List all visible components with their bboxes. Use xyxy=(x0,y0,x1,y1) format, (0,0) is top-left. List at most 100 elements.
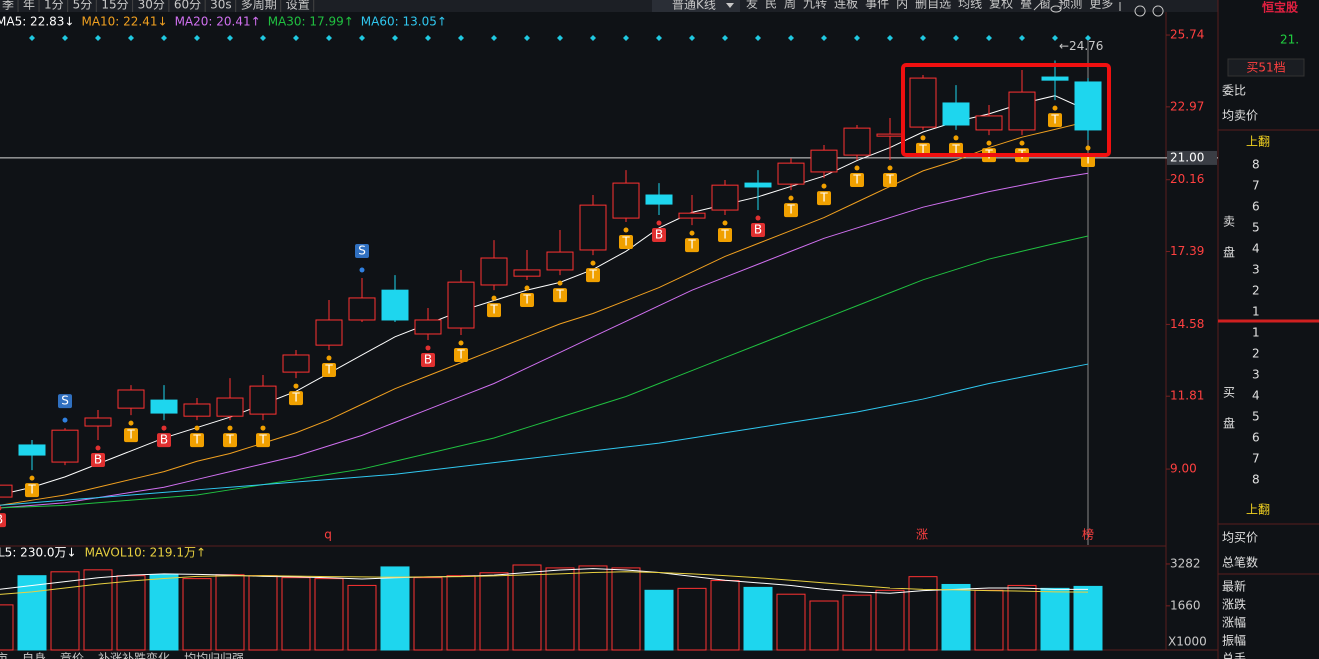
candle-body xyxy=(909,77,937,128)
signal-label: T xyxy=(918,142,927,156)
tool-button[interactable]: 预测 xyxy=(1058,0,1082,11)
period-tab[interactable]: 年 xyxy=(23,0,35,12)
panel-text: 8 xyxy=(1252,473,1260,487)
event-diamond xyxy=(194,35,200,41)
tool-button[interactable]: 更多 xyxy=(1089,0,1113,11)
tool-button[interactable]: 内 xyxy=(896,0,908,11)
signal-badge xyxy=(421,352,435,367)
tool-button[interactable]: 民 xyxy=(765,0,777,11)
tool-button[interactable]: 均线 xyxy=(958,0,982,11)
tool-button[interactable]: 叐 xyxy=(746,0,758,11)
signal-badge xyxy=(289,391,303,406)
event-diamond xyxy=(227,35,233,41)
candle-body xyxy=(183,403,211,417)
bottom-tab[interactable]: 补涨补跌变化 xyxy=(98,651,170,659)
signal-label: T xyxy=(1050,113,1059,127)
signal-dot xyxy=(953,135,959,141)
volume-bar xyxy=(479,572,509,651)
tool-button[interactable]: 窗 xyxy=(1039,0,1051,11)
volume-bar xyxy=(611,567,641,651)
signal-label: T xyxy=(456,348,465,362)
signal-badge xyxy=(652,227,666,242)
tool-icon[interactable] xyxy=(1152,5,1164,17)
tool-button[interactable]: 复权 xyxy=(989,0,1013,11)
tool-button[interactable]: 事件 xyxy=(865,0,889,11)
candle-body xyxy=(711,184,739,211)
period-tab[interactable]: 1分 xyxy=(44,0,64,12)
signal-dot xyxy=(326,355,332,361)
signal-badge xyxy=(0,513,6,528)
period-tab[interactable]: 多周期 xyxy=(241,0,277,12)
signal-badge xyxy=(619,234,633,249)
ma-line xyxy=(0,235,1089,509)
signal-badge xyxy=(553,288,567,303)
signal-label: T xyxy=(1083,153,1092,167)
vol-tick-label: 1660 xyxy=(1170,598,1201,612)
tool-icon[interactable] xyxy=(1033,1,1043,11)
tool-button[interactable]: 周 xyxy=(784,0,796,11)
ma-line xyxy=(0,95,1089,496)
tool-button[interactable]: 删自选 xyxy=(915,0,951,11)
signal-dot xyxy=(722,220,728,226)
panel-text: 均卖价 xyxy=(1222,109,1258,123)
tool-button[interactable]: 连板 xyxy=(834,0,858,11)
candle-body xyxy=(1074,81,1102,131)
vol-ma-line xyxy=(0,571,1089,595)
y-tick-label: 14.58 xyxy=(1170,317,1204,331)
period-tab[interactable]: 季 xyxy=(2,0,14,12)
panel-text: 3 xyxy=(1252,368,1260,382)
period-tab[interactable]: 设置 xyxy=(286,0,310,12)
tool-button[interactable]: 叠 xyxy=(1020,0,1032,11)
panel-text: 4 xyxy=(1252,389,1260,403)
period-tab[interactable]: 15分 xyxy=(101,0,128,12)
signal-dot xyxy=(359,267,365,273)
volume-bar xyxy=(809,600,839,651)
panel-text: 买 xyxy=(1223,386,1235,400)
signal-dot xyxy=(854,165,860,171)
candle-body xyxy=(348,297,376,321)
ma-legend: MA30: 17.99↑ xyxy=(268,15,354,29)
candle-body xyxy=(117,389,145,409)
bottom-tab[interactable]: 自身 xyxy=(22,651,46,659)
period-tab[interactable]: 60分 xyxy=(174,0,201,12)
event-diamond xyxy=(128,35,134,41)
signal-dot xyxy=(293,383,299,389)
panel-text: 均买价 xyxy=(1222,531,1258,545)
period-tab[interactable]: 30分 xyxy=(138,0,165,12)
candle-body xyxy=(678,212,706,219)
period-tab[interactable]: 30s xyxy=(210,0,232,12)
candle-body xyxy=(876,133,904,137)
bottom-tab[interactable]: 竞价 xyxy=(60,652,84,659)
panel-text: 5 xyxy=(1252,221,1260,235)
tool-icon[interactable] xyxy=(1134,5,1146,17)
max-label: ←24.76 xyxy=(1059,39,1103,53)
signal-dot xyxy=(95,445,101,451)
volume-bar xyxy=(1073,585,1103,651)
signal-badge xyxy=(223,433,237,448)
bottom-tab[interactable]: 亩 xyxy=(0,651,8,659)
volume-bar xyxy=(776,593,806,651)
panel-text: 6 xyxy=(1252,431,1260,445)
tool-button[interactable]: 九转 xyxy=(803,0,827,11)
panel-text: 7 xyxy=(1252,452,1260,466)
candle-body xyxy=(744,182,772,188)
period-tab[interactable]: 5分 xyxy=(73,0,93,12)
y-tick-label: 20.16 xyxy=(1170,172,1204,186)
event-diamond xyxy=(1052,35,1058,41)
event-diamond xyxy=(887,35,893,41)
candle-body xyxy=(975,115,1003,131)
y-tick-label: 21.00 xyxy=(1170,150,1204,164)
dropdown[interactable] xyxy=(652,0,740,12)
signal-dot xyxy=(161,425,167,431)
candle-body xyxy=(645,194,673,205)
event-diamond xyxy=(1085,35,1091,41)
depth-box[interactable] xyxy=(1227,58,1305,77)
candle-body xyxy=(414,319,442,335)
volume-bar xyxy=(941,583,971,651)
bottom-tab[interactable]: 均均归归强 xyxy=(184,652,244,659)
signal-badge xyxy=(718,227,732,242)
signal-dot xyxy=(29,475,35,481)
panel-text: 盘 xyxy=(1223,416,1235,431)
candle-body xyxy=(1041,76,1069,81)
tool-icon[interactable] xyxy=(1050,5,1062,13)
